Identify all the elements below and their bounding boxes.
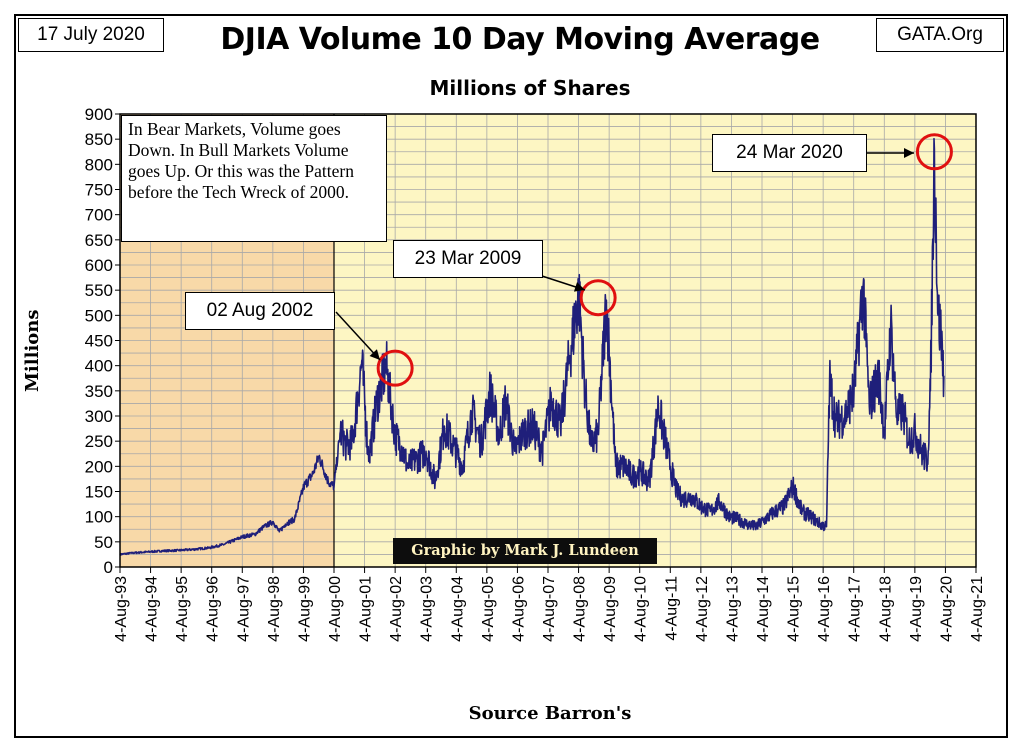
x-tick-label: 4-Aug-19 — [908, 576, 925, 642]
x-tick-label: 4-Aug-14 — [755, 576, 772, 642]
y-tick-label: 700 — [85, 206, 113, 225]
annotation-label-2002: 02 Aug 2002 — [185, 292, 335, 330]
chart-subtitle: Millions of Shares — [429, 76, 631, 100]
x-tick-label: 4-Aug-00 — [327, 576, 344, 642]
x-tick-label: 4-Aug-95 — [174, 576, 191, 642]
y-tick-label: 400 — [85, 357, 113, 376]
x-tick-label: 4-Aug-05 — [480, 576, 497, 642]
x-tick-label: 4-Aug-93 — [113, 576, 130, 642]
x-tick-label: 4-Aug-18 — [877, 576, 894, 642]
x-tick-label: 4-Aug-03 — [419, 576, 436, 642]
y-tick-label: 750 — [85, 181, 113, 200]
y-tick-label: 300 — [85, 407, 113, 426]
annotation-label-2009: 23 Mar 2009 — [393, 240, 543, 278]
annotation-label-2020: 24 Mar 2020 — [712, 134, 867, 172]
annotation-circle — [915, 133, 953, 171]
y-tick-label: 600 — [85, 256, 113, 275]
x-tick-label: 4-Aug-13 — [724, 576, 741, 642]
annotation-circle — [376, 349, 414, 387]
y-tick-label: 0 — [104, 558, 113, 577]
y-tick-label: 350 — [85, 382, 113, 401]
x-axis-label: Source Barron's — [468, 703, 632, 724]
x-tick-label: 4-Aug-09 — [602, 576, 619, 642]
y-tick-label: 200 — [85, 457, 113, 476]
y-tick-label: 450 — [85, 332, 113, 351]
x-tick-label: 4-Aug-01 — [358, 576, 375, 642]
y-tick-label: 500 — [85, 306, 113, 325]
graphic-credit: Graphic by Mark J. Lundeen — [393, 538, 657, 564]
x-tick-label: 4-Aug-02 — [388, 576, 405, 642]
market-pattern-note: In Bear Markets, Volume goes Down. In Bu… — [121, 115, 387, 242]
x-tick-label: 4-Aug-21 — [969, 576, 986, 642]
volume-series-line — [119, 137, 945, 556]
y-tick-label: 550 — [85, 281, 113, 300]
date-label: 17 July 2020 — [18, 18, 164, 52]
chart-title: DJIA Volume 10 Day Moving Average — [220, 22, 820, 57]
x-tick-label: 4-Aug-07 — [541, 576, 558, 642]
y-tick-label: 900 — [85, 105, 113, 124]
x-tick-label: 4-Aug-97 — [235, 576, 252, 642]
annotation-arrow — [335, 311, 381, 361]
x-tick-label: 4-Aug-98 — [266, 576, 283, 642]
x-tick-label: 4-Aug-04 — [449, 576, 466, 642]
x-tick-label: 4-Aug-12 — [694, 576, 711, 642]
x-tick-label: 4-Aug-20 — [938, 576, 955, 642]
y-tick-label: 250 — [85, 432, 113, 451]
y-tick-label: 850 — [85, 130, 113, 149]
x-tick-label: 4-Aug-11 — [663, 576, 680, 641]
y-tick-label: 100 — [85, 508, 113, 527]
annotation-arrowhead — [904, 148, 914, 158]
x-tick-label: 4-Aug-08 — [572, 576, 589, 642]
x-tick-label: 4-Aug-96 — [205, 576, 222, 642]
x-tick-label: 4-Aug-94 — [144, 576, 161, 642]
annotation-arrowhead — [573, 282, 585, 292]
y-tick-label: 800 — [85, 155, 113, 174]
x-tick-label: 4-Aug-17 — [847, 576, 864, 642]
source-site-label: GATA.Org — [876, 18, 1004, 52]
annotation-arrowhead — [369, 349, 380, 360]
y-tick-label: 150 — [85, 483, 113, 502]
x-tick-label: 4-Aug-99 — [296, 576, 313, 642]
y-tick-label: 50 — [94, 533, 113, 552]
annotation-circle — [579, 279, 617, 317]
x-tick-label: 4-Aug-10 — [633, 576, 650, 642]
x-tick-label: 4-Aug-15 — [786, 576, 803, 642]
x-tick-label: 4-Aug-16 — [816, 576, 833, 642]
y-tick-label: 650 — [85, 231, 113, 250]
x-tick-label: 4-Aug-06 — [510, 576, 527, 642]
